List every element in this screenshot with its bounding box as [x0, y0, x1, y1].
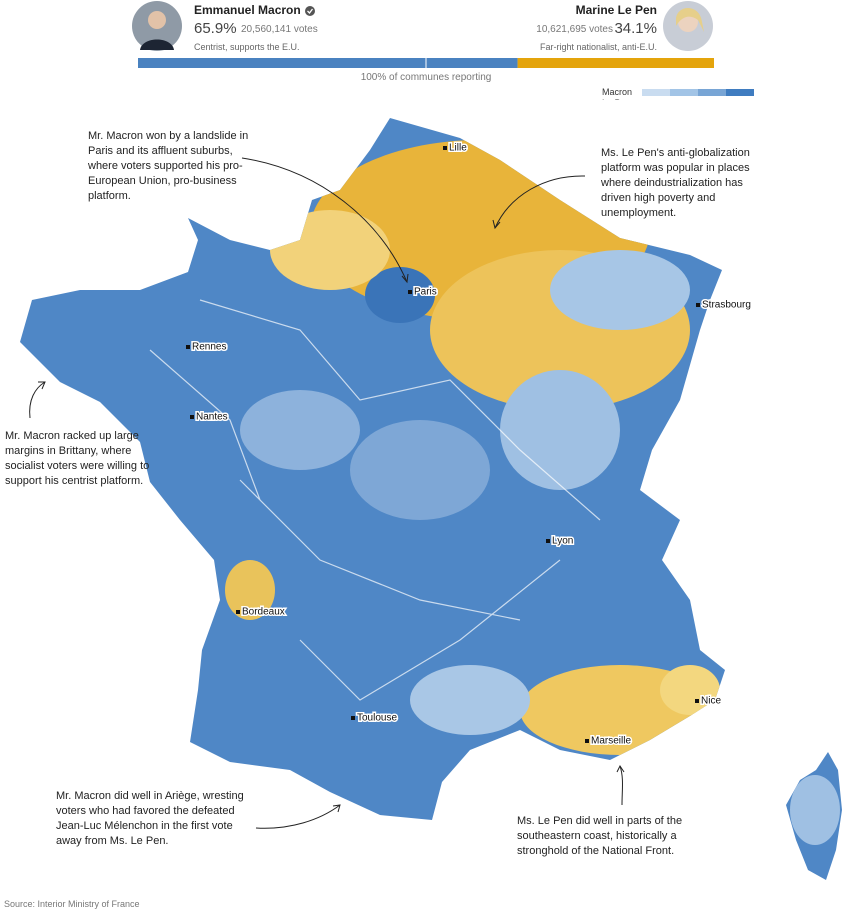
city-labels: Lille Paris Strasbourg Rennes Nantes Lyon Bord… — [186, 141, 752, 748]
candidate-name: Emmanuel Macron — [194, 3, 301, 17]
city-marker — [186, 345, 190, 349]
city-label: Rennes — [192, 342, 226, 353]
city-marker — [351, 716, 355, 720]
annotation: Mr. Macron won by a landslide in Paris a… — [88, 130, 249, 202]
legend-swatch — [726, 89, 754, 96]
city-marker — [443, 146, 447, 150]
city-marker — [236, 610, 240, 614]
city-label: Lyon — [552, 536, 573, 547]
city-marker — [408, 290, 412, 294]
annotation: Mr. Macron did well in Ariège, wresting … — [56, 790, 244, 847]
city-label: Toulouse — [357, 713, 397, 724]
legend-label: Macron — [602, 87, 632, 97]
city-label: Nantes — [196, 412, 228, 423]
city-marker — [695, 699, 699, 703]
candidate-description: Centrist, supports the E.U. — [194, 42, 300, 52]
reporting-status: 100% of communes reporting — [360, 72, 492, 83]
candidate-description: Far-right nationalist, anti-E.U. — [539, 42, 657, 52]
legend-swatch — [642, 89, 670, 96]
vote-count: 20,560,141 votes — [241, 24, 318, 35]
result-bar — [517, 58, 714, 68]
annotation: Ms. Le Pen did well in parts of the sout… — [517, 815, 683, 857]
city-marker — [190, 415, 194, 419]
arrows — [29, 157, 625, 829]
city-label: Bordeaux — [242, 607, 285, 618]
result-bar — [138, 58, 518, 68]
candidate-name: Marine Le Pen — [575, 3, 657, 17]
city-label: Paris — [414, 287, 437, 298]
verified-icon — [305, 6, 315, 16]
header-graphics: MacronLe Pen<10%10+20+35+ — [132, 1, 754, 100]
city-marker — [585, 739, 589, 743]
annotation: Ms. Le Pen's anti-globalization platform… — [601, 147, 750, 219]
city-marker — [546, 539, 550, 543]
city-label: Marseille — [591, 736, 631, 747]
city-label: Lille — [449, 143, 467, 154]
legend-swatch — [670, 89, 698, 96]
annotation: Mr. Macron racked up large margins in Br… — [5, 430, 150, 487]
legend-label: Le Pen — [602, 98, 631, 100]
city-label: Nice — [701, 696, 721, 707]
vote-percent: 65.9% — [194, 20, 237, 37]
vote-count: 10,621,695 votes — [536, 24, 613, 35]
legend-swatch — [698, 89, 726, 96]
source: Source: Interior Ministry of France — [4, 899, 140, 909]
city-marker — [696, 303, 700, 307]
vote-percent: 34.1% — [614, 20, 657, 37]
city-label: Strasbourg — [702, 300, 751, 311]
